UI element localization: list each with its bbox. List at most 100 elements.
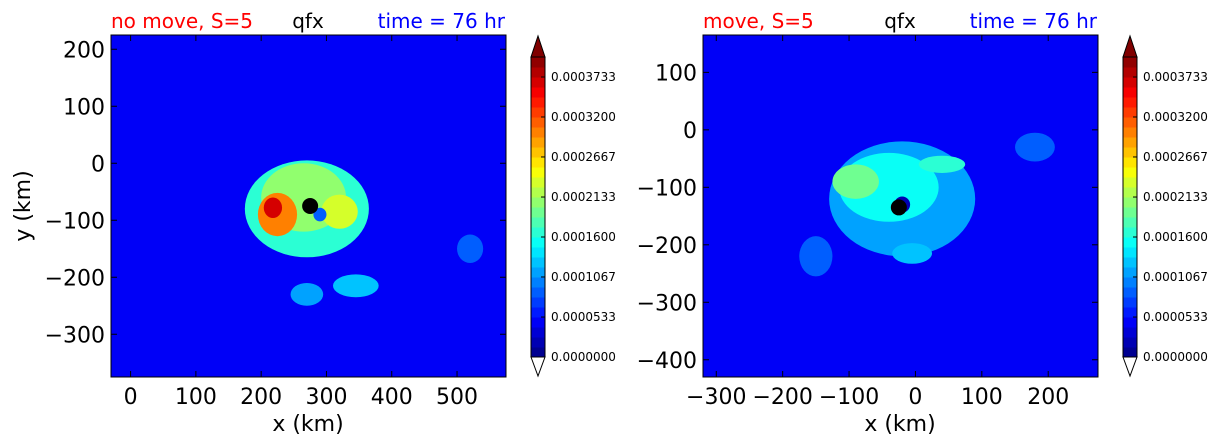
colorbar-level — [1123, 127, 1137, 138]
colorbar-tick-label: 0.0000000 — [551, 350, 616, 364]
colorbar-tick-label: 0.0003200 — [1143, 110, 1208, 124]
colorbar-level — [1123, 337, 1137, 348]
colorbar-level — [531, 327, 545, 338]
left-field-region — [332, 274, 379, 298]
left-plot-frame — [110, 34, 507, 378]
right-title-variable: qfx — [884, 9, 916, 33]
colorbar-tick-label: 0.0001600 — [1143, 230, 1208, 244]
colorbar-level — [531, 77, 545, 88]
right-field-region — [799, 236, 833, 277]
colorbar-level — [1123, 247, 1137, 258]
colorbar-tick-label: 0.0001067 — [551, 270, 616, 284]
x-tick-label: 200 — [1027, 385, 1069, 410]
colorbar-level — [531, 167, 545, 178]
left-storm-center-marker — [302, 198, 319, 214]
colorbar-level — [531, 227, 545, 238]
colorbar-level — [531, 67, 545, 78]
left-field-region — [313, 207, 327, 222]
x-tick-label: 100 — [175, 385, 217, 410]
left-panel: no move, S=5 qfx time = 76 hr 0 100 200 300… — [11, 9, 507, 437]
colorbar-tick-label: 0.0003733 — [551, 70, 616, 84]
colorbar-tick-label: 0.0000533 — [1143, 310, 1208, 324]
colorbar-level — [531, 337, 545, 348]
colorbar-level — [531, 147, 545, 158]
colorbar-tick-label: 0.0000533 — [551, 310, 616, 324]
x-tick-label: 100 — [961, 385, 1003, 410]
colorbar-level — [531, 177, 545, 188]
y-tick-label: −300 — [637, 291, 697, 316]
left-y-axis-label: y (km) — [11, 170, 36, 241]
right-field-region — [892, 243, 933, 264]
left-title-run: no move, S=5 — [111, 9, 253, 33]
colorbar-level — [1123, 287, 1137, 298]
colorbar-tick-label: 0.0003200 — [551, 110, 616, 124]
left-title-variable: qfx — [292, 9, 324, 33]
colorbar-level — [531, 97, 545, 108]
colorbar-level — [531, 157, 545, 168]
colorbar-level — [1123, 187, 1137, 198]
colorbar-tick-label: 0.0002133 — [551, 190, 616, 204]
colorbar-level — [1123, 147, 1137, 158]
y-tick-label: −400 — [637, 349, 697, 374]
right-x-axis-label: x (km) — [864, 412, 935, 437]
left-x-axis: 0 100 200 300 400 500 — [124, 35, 478, 410]
left-field-region — [263, 197, 283, 218]
colorbar-level — [1123, 227, 1137, 238]
colorbar-level — [1123, 267, 1137, 278]
right-field-region — [832, 164, 879, 199]
colorbar-frame — [1122, 56, 1138, 358]
colorbar-level — [531, 187, 545, 198]
x-tick-label: 200 — [240, 385, 282, 410]
colorbar-frame — [530, 56, 546, 358]
y-tick-label: −100 — [637, 176, 697, 201]
colorbar-extend-max — [1122, 34, 1138, 58]
colorbar-level — [1123, 77, 1137, 88]
colorbar-level — [1123, 87, 1137, 98]
colorbar-level — [531, 87, 545, 98]
left-field-region — [321, 194, 358, 229]
colorbar-level — [531, 137, 545, 148]
colorbar-level — [531, 197, 545, 208]
colorbar-level — [531, 207, 545, 218]
colorbar-tick-label: 0.0002667 — [551, 150, 616, 164]
colorbar-level — [1123, 157, 1137, 168]
colorbar-level — [531, 57, 545, 68]
left-x-axis-label: x (km) — [272, 412, 343, 437]
left-field-region — [457, 234, 484, 263]
right-title-time: time = 76 hr — [970, 9, 1098, 33]
colorbar-level — [1123, 117, 1137, 128]
colorbar-level — [531, 307, 545, 318]
colorbar-level — [1123, 297, 1137, 308]
colorbar-level — [1123, 137, 1137, 148]
right-colorbar: 0.0000000 0.0000533 0.0001067 0.0001600 0.00… — [1122, 34, 1208, 378]
y-tick-label: 100 — [655, 61, 697, 86]
left-y-axis: −300 −200 −100 0 100 200 — [45, 38, 506, 348]
x-tick-label: 0 — [908, 385, 922, 410]
colorbar-level — [1123, 197, 1137, 208]
colorbar-level — [1123, 97, 1137, 108]
right-x-axis: −300 −200 −100 0 100 200 — [686, 35, 1069, 410]
colorbar-level — [1123, 347, 1137, 358]
colorbar-tick-label: 0.0000000 — [1143, 350, 1208, 364]
x-tick-label: −200 — [752, 385, 812, 410]
colorbar-level — [1123, 217, 1137, 228]
colorbar-tick-label: 0.0002133 — [1143, 190, 1208, 204]
colorbar-tick-label: 0.0001600 — [551, 230, 616, 244]
colorbar-level — [531, 217, 545, 228]
colorbar-tick-label: 0.0001067 — [1143, 270, 1208, 284]
right-panel: move, S=5 qfx time = 76 hr −300 −200 −100 0… — [637, 9, 1099, 437]
x-tick-label: 400 — [371, 385, 413, 410]
colorbar-tick-label: 0.0002667 — [1143, 150, 1208, 164]
colorbar-extend-min — [530, 356, 546, 378]
colorbar-extend-max — [530, 34, 546, 58]
colorbar-level — [1123, 177, 1137, 188]
colorbar-level — [531, 237, 545, 248]
right-storm-center-marker — [890, 199, 907, 216]
colorbar-level — [1123, 67, 1137, 78]
colorbar-level — [1123, 277, 1137, 288]
colorbar-level — [1123, 57, 1137, 68]
left-field-region — [290, 282, 324, 306]
colorbar-level — [531, 267, 545, 278]
y-tick-label: −200 — [637, 234, 697, 259]
